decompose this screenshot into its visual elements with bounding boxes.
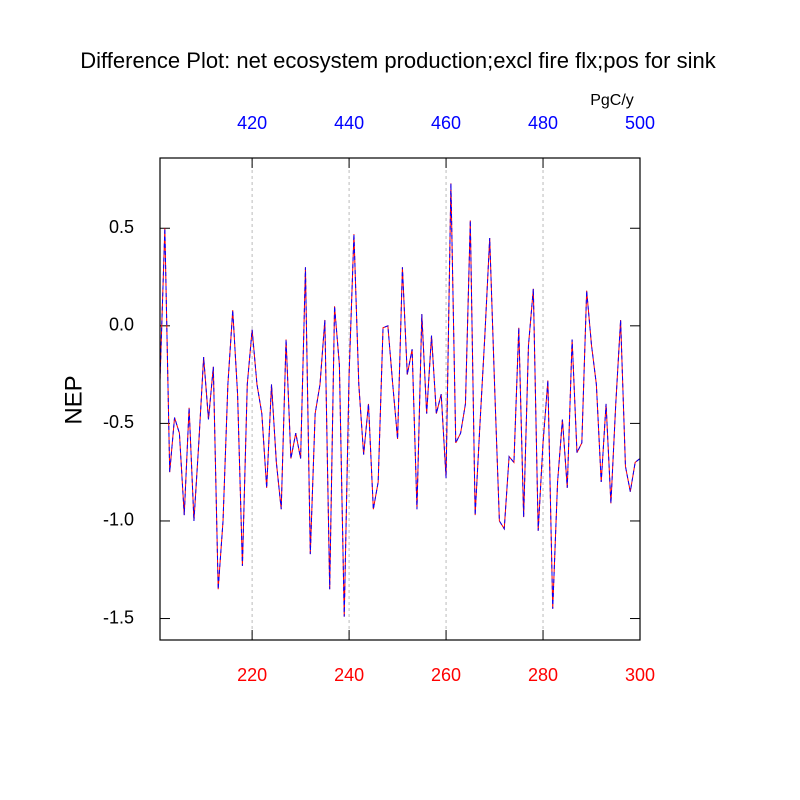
plot-frame xyxy=(159,157,641,641)
x-tick-label: 280 xyxy=(528,665,558,685)
series-line xyxy=(159,183,641,617)
x-tick-label: 260 xyxy=(431,665,461,685)
top-axis-label: PgC/y xyxy=(590,92,634,109)
x2-tick-label: 440 xyxy=(334,113,364,133)
y-tick-label: -1.0 xyxy=(103,510,134,530)
x2-tick-label: 460 xyxy=(431,113,461,133)
x2-tick-label: 420 xyxy=(237,113,267,133)
chart-title: Difference Plot: net ecosystem productio… xyxy=(80,48,716,73)
y-tick-label: 0.5 xyxy=(109,217,134,237)
x2-tick-label: 480 xyxy=(528,113,558,133)
series-line xyxy=(159,183,641,617)
x-tick-label: 220 xyxy=(237,665,267,685)
y-tick-label: -0.5 xyxy=(103,412,134,432)
x-tick-label: 300 xyxy=(625,665,655,685)
y-tick-label: -1.5 xyxy=(103,607,134,627)
x2-tick-label: 500 xyxy=(625,113,655,133)
y-axis-label: NEP xyxy=(60,375,87,424)
y-tick-label: 0.0 xyxy=(109,315,134,335)
x-tick-label: 240 xyxy=(334,665,364,685)
